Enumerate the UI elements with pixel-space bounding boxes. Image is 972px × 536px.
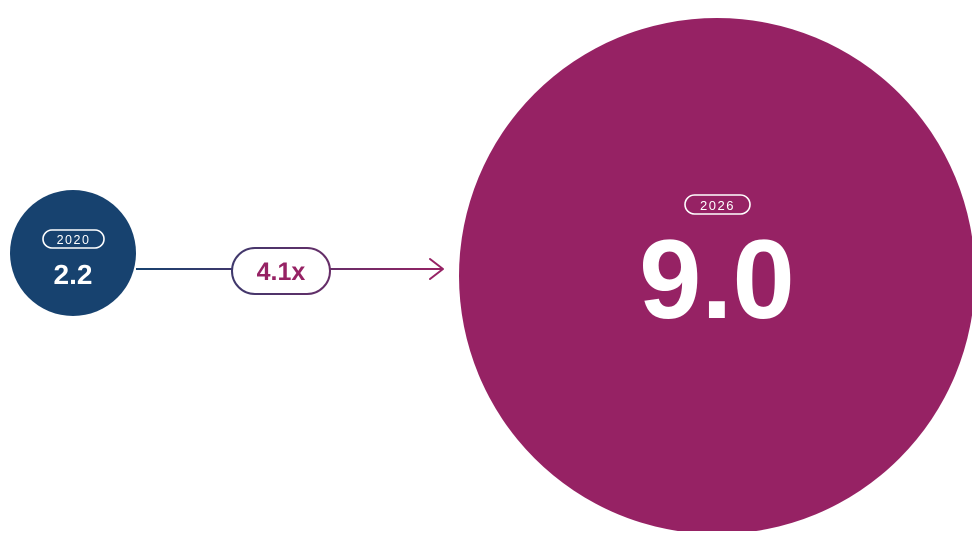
year-label-2026: 2026: [700, 198, 735, 213]
bubble-2020: [10, 190, 136, 316]
year-pill-2020: [42, 229, 105, 249]
year-pill-2026: [684, 194, 751, 215]
value-label-2020: 2.2: [54, 259, 93, 290]
growth-badge: [231, 247, 331, 295]
bubble-2026: [459, 18, 972, 534]
growth-label: 4.1x: [257, 258, 306, 286]
year-label-2020: 2020: [57, 233, 91, 247]
value-label-2026: 9.0: [639, 217, 795, 342]
arrow-head-icon: [429, 258, 444, 280]
